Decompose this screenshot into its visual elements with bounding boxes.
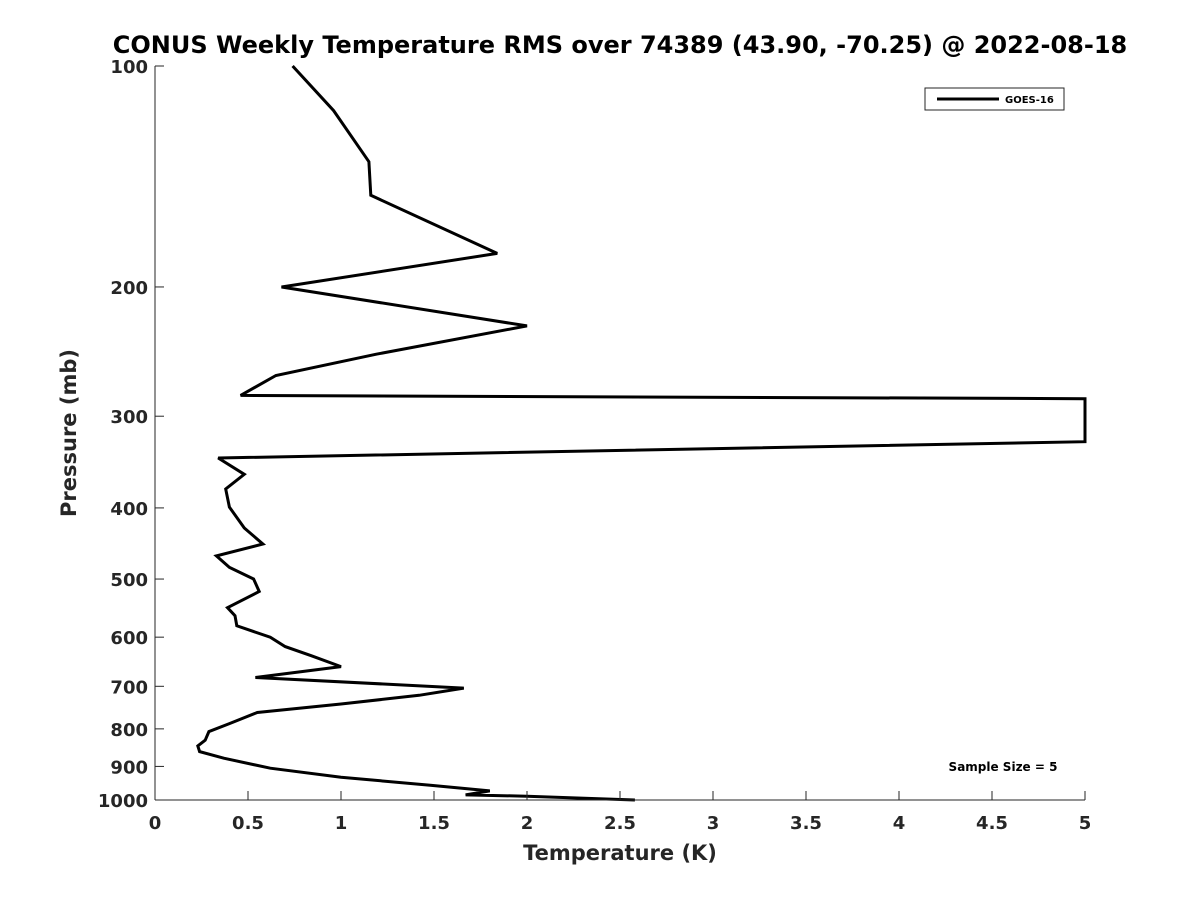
y-tick-label: 700 <box>110 677 148 698</box>
x-axis-ticks: 0 0.5 1 1.5 2 2.5 3 3.5 4 4.5 5 <box>149 791 1092 834</box>
y-axis-ticks: 100 200 300 400 500 600 700 800 900 1000 <box>98 57 164 812</box>
sample-size-annotation: Sample Size = 5 <box>949 760 1058 774</box>
series-line-goes-16 <box>196 64 1087 802</box>
x-tick-label: 3 <box>707 813 720 834</box>
y-tick-label: 900 <box>110 757 148 778</box>
x-tick-label: 5 <box>1079 813 1092 834</box>
x-axis-label: Temperature (K) <box>523 841 717 865</box>
y-tick-label: 600 <box>110 628 148 649</box>
y-tick-label: 1000 <box>98 791 148 812</box>
x-tick-label: 1 <box>335 813 348 834</box>
x-tick-label: 0 <box>149 813 162 834</box>
x-tick-label: 2 <box>521 813 534 834</box>
plot-area <box>154 64 1087 802</box>
x-tick-label: 2.5 <box>604 813 636 834</box>
x-tick-label: 0.5 <box>232 813 264 834</box>
y-tick-label: 200 <box>110 278 148 299</box>
y-tick-label: 800 <box>110 720 148 741</box>
x-tick-label: 1.5 <box>418 813 450 834</box>
x-tick-label: 4.5 <box>976 813 1008 834</box>
y-tick-label: 100 <box>110 57 148 78</box>
y-axis-label: Pressure (mb) <box>57 349 81 517</box>
plot-background <box>155 66 1085 800</box>
x-tick-label: 4 <box>893 813 906 834</box>
x-tick-label: 3.5 <box>790 813 822 834</box>
chart-title: CONUS Weekly Temperature RMS over 74389 … <box>113 31 1127 59</box>
y-tick-label: 400 <box>110 499 148 520</box>
legend: GOES-16 <box>924 87 1065 111</box>
legend-label: GOES-16 <box>1005 95 1054 106</box>
y-tick-label: 300 <box>110 407 148 428</box>
series-layer <box>196 64 1087 802</box>
y-tick-label: 500 <box>110 570 148 591</box>
